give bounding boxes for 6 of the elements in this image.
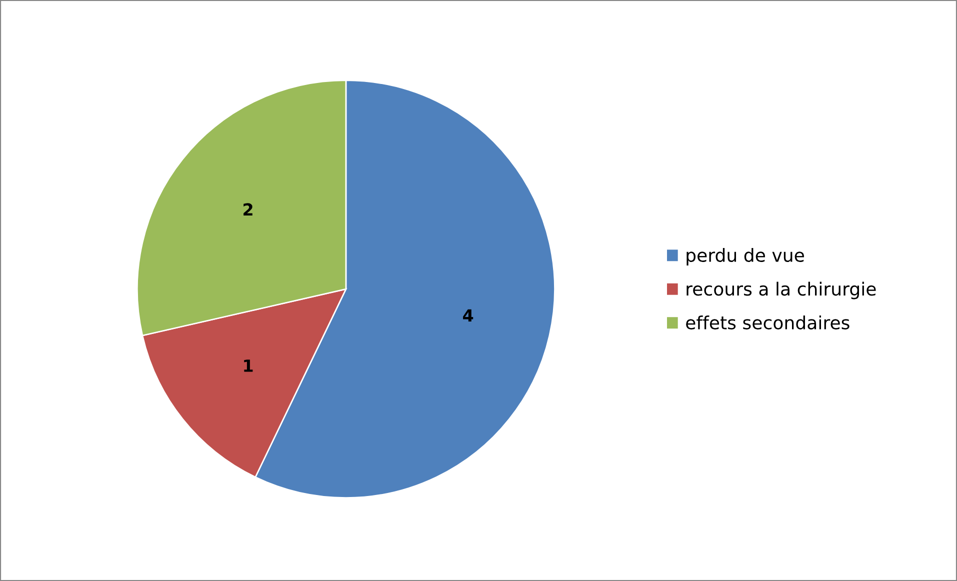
- legend-label: perdu de vue: [686, 248, 804, 266]
- legend-label: recours a la chirurgie: [686, 282, 876, 300]
- data-label: 4: [463, 309, 474, 322]
- legend-label: effets secondaires: [686, 315, 850, 330]
- data-label: 1: [244, 360, 253, 372]
- data-label: 2: [244, 203, 252, 216]
